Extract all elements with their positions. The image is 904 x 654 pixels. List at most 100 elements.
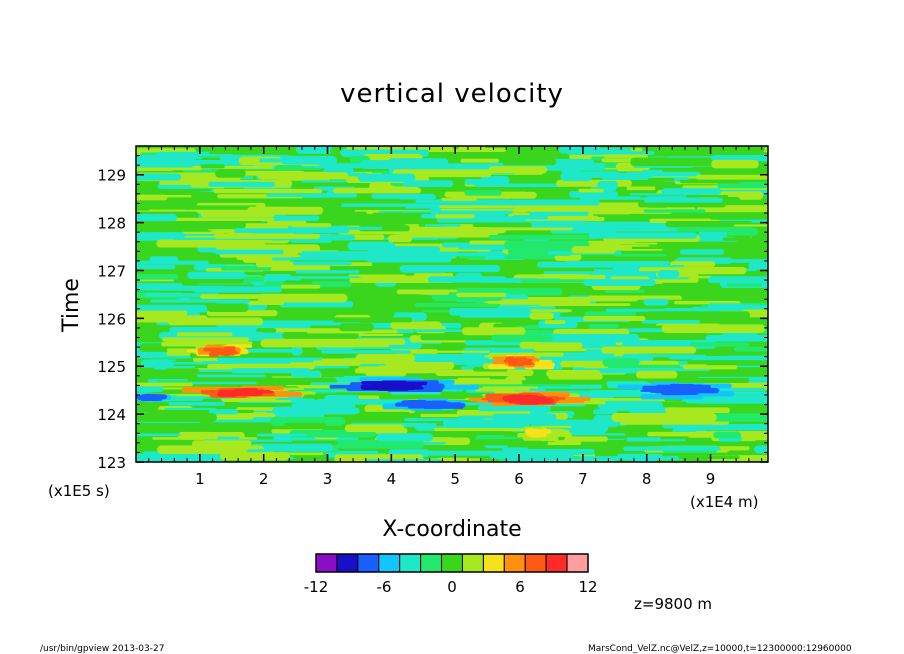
field-streak [721,332,758,341]
field-streak [202,361,235,365]
colorbar-tick-label: 0 [447,578,457,596]
colorbar-swatch [441,553,463,573]
field-feature [433,403,449,408]
field-streak [365,254,453,263]
field-streak [657,270,680,278]
field-streak [376,433,434,442]
field-streak [504,458,597,462]
field-feature [533,432,543,438]
field-streak [136,304,207,311]
field-streak [332,317,413,323]
field-feature [496,439,532,442]
field-streak [501,158,557,166]
field-streak [136,213,178,222]
field-streak [435,369,534,376]
field-streak [721,304,768,310]
footer-left: /usr/bin/gpview 2013-03-27 [40,644,164,654]
field-streak [722,237,768,241]
field-streak [618,264,685,268]
field-streak [510,199,600,206]
field-streak [333,187,422,194]
field-streak [560,360,610,368]
field-streak [491,269,595,272]
field-streak [587,420,619,428]
field-streak [754,445,768,454]
field-feature [503,396,521,400]
field-streak [155,285,225,291]
field-streak [358,366,428,369]
field-streak [291,335,347,340]
field-streak [320,203,414,207]
field-streak [213,188,323,194]
field-streak [717,183,768,189]
field-streak [588,232,698,239]
field-streak [521,443,543,448]
y-tick-label: 126 [97,310,126,328]
field-streak [560,172,593,182]
colorbar-swatch [399,553,422,573]
field-streak [172,241,266,246]
colorbar-tick-label: 12 [578,578,597,596]
y-tick-label: 129 [97,167,126,185]
field-streak [601,346,697,354]
field-streak [679,248,724,255]
field-streak [461,327,526,336]
field-streak [569,191,618,198]
field-streak [321,255,354,258]
colorbar-frame [315,553,589,573]
field-streak [215,169,246,178]
field-streak [266,193,337,198]
field-streak [219,452,291,461]
field-feature [144,394,156,399]
field-streak [295,270,360,274]
field-feature [426,404,436,408]
field-streak [169,217,275,221]
field-streak [690,342,749,347]
x-tick-label: 4 [387,470,397,488]
field-streak [136,264,176,270]
x-tick-label: 5 [450,470,460,488]
field-streak [678,455,740,460]
field-streak [551,188,578,191]
field-streak [411,187,468,192]
field-streak [285,202,342,207]
colorbar-swatch [336,553,359,573]
field-streak [477,405,551,412]
colorbar-swatch [357,553,380,573]
field-streak [630,157,718,167]
colorbar-swatch [378,553,401,573]
y-tick-label: 127 [97,262,126,280]
field-streak [456,292,506,298]
footer-right: MarsCond_VelZ.nc@VelZ,z=10000,t=12300000… [588,644,852,654]
field-streak [706,362,768,366]
field-streak [149,256,179,262]
colorbar-swatch [503,553,526,573]
field-streak [208,409,238,415]
field-streak [578,188,604,193]
field-streak [206,303,249,313]
field-streak [187,271,246,280]
field-streak [398,194,436,200]
field-feature [640,394,704,400]
field-streak [392,169,492,178]
field-feature [533,429,548,433]
field-streak [491,334,553,342]
field-streak [260,338,356,348]
y-tick-label: 128 [97,215,126,233]
field-streak [264,273,292,282]
field-streak [630,455,657,462]
colorbar-swatch [482,553,505,573]
field-feature [518,399,535,405]
field-streak [474,387,530,392]
field-streak [464,179,494,185]
field-streak [399,265,501,273]
field-streak [726,283,762,287]
field-streak [136,167,202,171]
field-streak [535,274,606,279]
y-tick-label: 124 [97,406,126,424]
field-streak [665,221,753,228]
field-streak [280,284,321,289]
field-streak [354,368,432,374]
field-streak [306,329,398,334]
field-streak [581,172,640,178]
